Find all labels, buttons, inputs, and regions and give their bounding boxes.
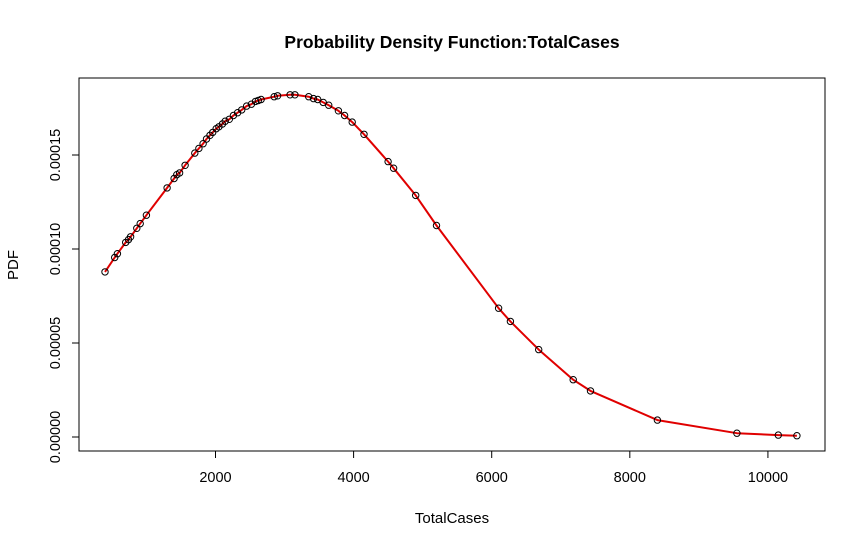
data-point [506,317,515,326]
data-point [163,184,171,192]
data-point [257,95,265,104]
data-point [569,376,577,384]
data-point [494,304,503,312]
x-axis-title: TotalCases [415,510,489,527]
x-tick-label: 4000 [337,470,369,486]
data-point [340,111,349,120]
data-point [113,250,122,258]
x-tick-label: 8000 [614,470,646,486]
data-point [348,118,356,126]
y-axis: 0.00000 0.00005 0.00010 0.00015 [48,129,80,463]
y-tick-label: 0.00000 [48,411,64,463]
data-point [325,101,333,109]
x-tick-label: 6000 [476,470,508,486]
data-point [126,233,135,241]
data-point [270,93,278,101]
data-point [242,102,251,110]
data-point [774,431,782,439]
pdf-series [101,91,801,440]
data-point [225,115,234,124]
data-point [175,169,184,177]
data-point [238,106,246,114]
data-point [142,211,151,219]
plot-area-border [78,77,826,452]
data-point [535,345,543,354]
data-point [191,149,199,157]
x-tick-label: 10000 [748,470,788,486]
data-point [101,268,109,276]
y-axis-title: PDF [5,250,22,280]
data-point [305,93,313,101]
data-point [360,130,368,139]
data-point [384,157,392,166]
data-point [586,387,595,395]
chart-title: Probability Density Function:TotalCases [284,32,619,52]
data-point [653,416,662,424]
data-point [412,191,420,200]
y-tick-label: 0.00005 [48,317,64,369]
data-point [133,224,141,233]
x-axis: 2000 4000 6000 8000 10000 [199,450,788,486]
data-point [181,161,189,170]
data-point [136,219,144,228]
data-point [199,140,207,148]
data-point [432,221,441,230]
x-tick-label: 2000 [199,470,231,486]
data-point [195,144,203,153]
y-tick-label: 0.00015 [48,129,64,181]
y-tick-label: 0.00010 [48,223,64,275]
data-point [291,91,299,99]
data-point [389,164,398,172]
data-point [221,117,229,125]
data-point [793,432,801,440]
data-point [334,107,343,115]
data-point [309,94,318,103]
data-point [733,429,741,437]
pdf-line [104,93,797,437]
data-point [314,95,322,104]
data-point [273,92,282,100]
data-point [286,91,294,99]
